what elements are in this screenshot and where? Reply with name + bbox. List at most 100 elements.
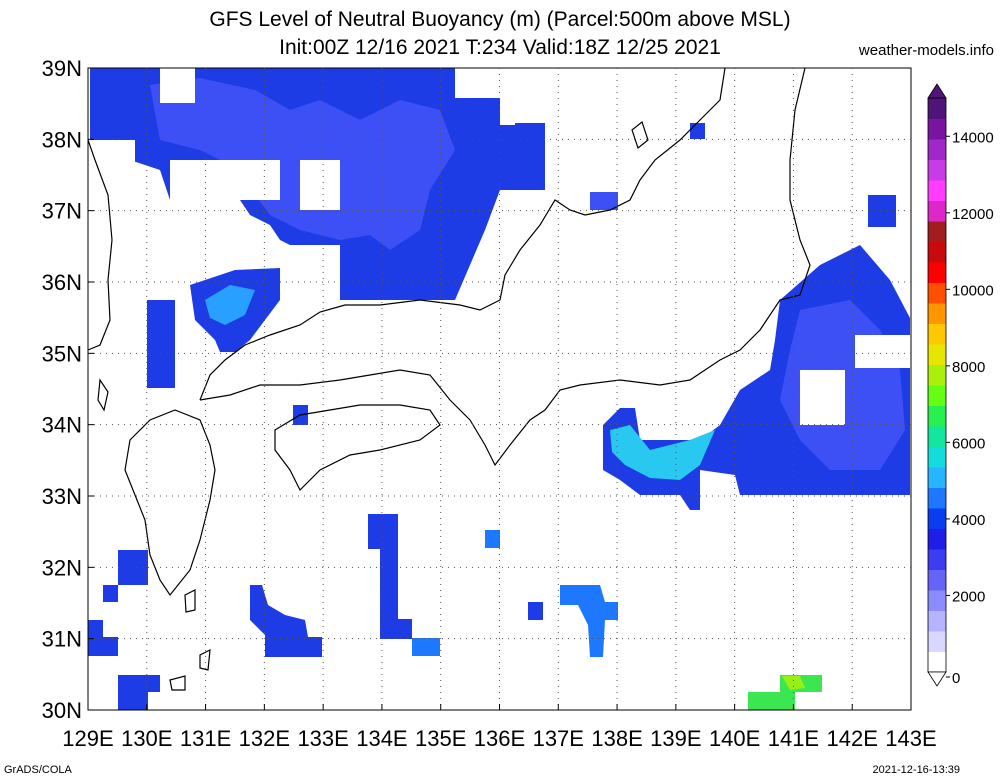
coastline-honshu-north <box>199 67 726 401</box>
field-block-8 <box>368 514 398 549</box>
colorbar-swatch <box>928 549 946 570</box>
colorbar-swatch <box>928 344 946 365</box>
field-block-12 <box>485 530 500 548</box>
buoyancy-field <box>88 68 910 710</box>
coastline-kyushu <box>124 409 216 597</box>
colorbar-swatch <box>928 569 946 591</box>
field-gap-1 <box>160 68 195 103</box>
field-block-11 <box>412 638 440 656</box>
field-gap-4 <box>300 160 340 210</box>
colorbar-swatch <box>928 446 946 468</box>
coastlines <box>87 67 811 691</box>
coastline-island-3 <box>184 589 196 613</box>
lat-tick-label: 30N <box>42 698 82 723</box>
field-block-2 <box>690 123 705 139</box>
field-region-south-4 <box>88 550 148 656</box>
field-region-south-2 <box>560 585 618 657</box>
coastline-sado <box>631 120 649 150</box>
lat-tick-label: 32N <box>42 555 82 580</box>
field-block-5 <box>147 300 175 340</box>
colorbar-tick-label: 14000 <box>952 129 994 146</box>
colorbar-swatch <box>928 590 946 611</box>
colorbar-swatch <box>928 262 946 283</box>
colorbar-tick-label: 10000 <box>952 282 994 299</box>
lon-tick-label: 131E <box>180 726 231 751</box>
colorbar-tick-label: 6000 <box>952 435 985 452</box>
lat-tick-label: 35N <box>42 341 82 366</box>
lat-tick-label: 36N <box>42 270 82 295</box>
field-region-south-5 <box>118 675 160 710</box>
lat-tick-label: 34N <box>42 413 82 438</box>
field-region-yellow <box>782 676 805 690</box>
field-gap-6 <box>455 68 505 98</box>
lon-tick-label: 140E <box>709 726 760 751</box>
lon-tick-label: 139E <box>650 726 701 751</box>
lat-tick-label: 38N <box>42 127 82 152</box>
lon-tick-label: 132E <box>239 726 290 751</box>
colorbar-swatch <box>928 631 946 652</box>
colorbar-swatch <box>928 528 946 550</box>
lon-tick-label: 141E <box>768 726 819 751</box>
colorbar-swatch <box>928 467 946 488</box>
field-gap-7 <box>855 335 910 368</box>
colorbar-tick-label: 4000 <box>952 512 985 529</box>
chart-title: GFS Level of Neutral Buoyancy (m) (Parce… <box>209 8 791 31</box>
colorbar-swatch <box>928 610 946 632</box>
colorbar-swatch <box>928 139 946 160</box>
colorbar-swatch <box>928 405 946 427</box>
colorbar-swatch <box>928 508 946 529</box>
coastline-korea <box>87 139 113 351</box>
lon-tick-label: 142E <box>827 726 878 751</box>
colorbar-swatch <box>928 426 946 447</box>
colorbar-swatch <box>928 180 946 201</box>
colorbar-swatch <box>928 241 946 263</box>
lat-tick-label: 31N <box>42 627 82 652</box>
lon-tick-label: 138E <box>591 726 642 751</box>
lat-tick-label: 39N <box>42 56 82 81</box>
chart-subtitle: Init:00Z 12/16 2021 T:234 Valid:18Z 12/2… <box>279 36 721 59</box>
colorbar-swatch <box>928 323 946 345</box>
colorbar-tick-label: 8000 <box>952 359 985 376</box>
colorbar-swatch <box>928 487 946 509</box>
lat-tick-label: 37N <box>42 199 82 224</box>
colorbar <box>927 83 947 687</box>
colorbar-tick-label: 0 <box>952 670 960 687</box>
field-block-10 <box>380 619 412 639</box>
colorbar-swatch <box>928 118 946 140</box>
field-block-1 <box>515 123 545 158</box>
colorbar-swatch <box>928 282 946 304</box>
timestamp-label: 2021-12-16-13:39 <box>872 764 960 776</box>
field-block-4 <box>868 195 896 227</box>
field-region-green <box>748 675 822 710</box>
field-gap-5 <box>280 245 340 300</box>
colorbar-swatch <box>928 364 946 386</box>
colorbar-swatch <box>928 303 946 324</box>
coastline-honshu-south <box>199 67 811 467</box>
colorbar-swatch <box>928 651 946 673</box>
field-gap-2 <box>90 140 135 200</box>
colorbar-min-triangle <box>927 671 947 687</box>
field-block-9 <box>380 549 398 619</box>
colorbar-swatch <box>928 221 946 242</box>
lon-tick-label: 133E <box>297 726 348 751</box>
field-block-13 <box>528 602 543 620</box>
field-block-3 <box>590 192 618 210</box>
field-region-west-cyan <box>205 285 255 325</box>
colorbar-swatch <box>928 200 946 222</box>
colorbar-labels: 0 2000 4000 6000 8000 10000 12000 14000 <box>946 129 994 687</box>
lon-tick-label: 135E <box>415 726 466 751</box>
field-region-southeast-cyan <box>610 425 715 480</box>
lat-axis: 30N 31N 32N 33N 34N 35N 36N 37N 38N 39N <box>42 56 94 723</box>
field-block-6 <box>147 340 175 388</box>
lon-tick-label: 134E <box>356 726 407 751</box>
lon-tick-label: 136E <box>474 726 525 751</box>
colorbar-max-triangle <box>927 83 947 99</box>
lon-tick-label: 130E <box>121 726 172 751</box>
colorbar-tick-label: 12000 <box>952 206 994 223</box>
lon-tick-label: 143E <box>885 726 936 751</box>
colorbar-tick-label: 2000 <box>952 588 985 605</box>
colorbar-swatch <box>928 385 946 406</box>
lon-tick-label: 129E <box>62 726 113 751</box>
field-gap-8 <box>800 370 845 425</box>
